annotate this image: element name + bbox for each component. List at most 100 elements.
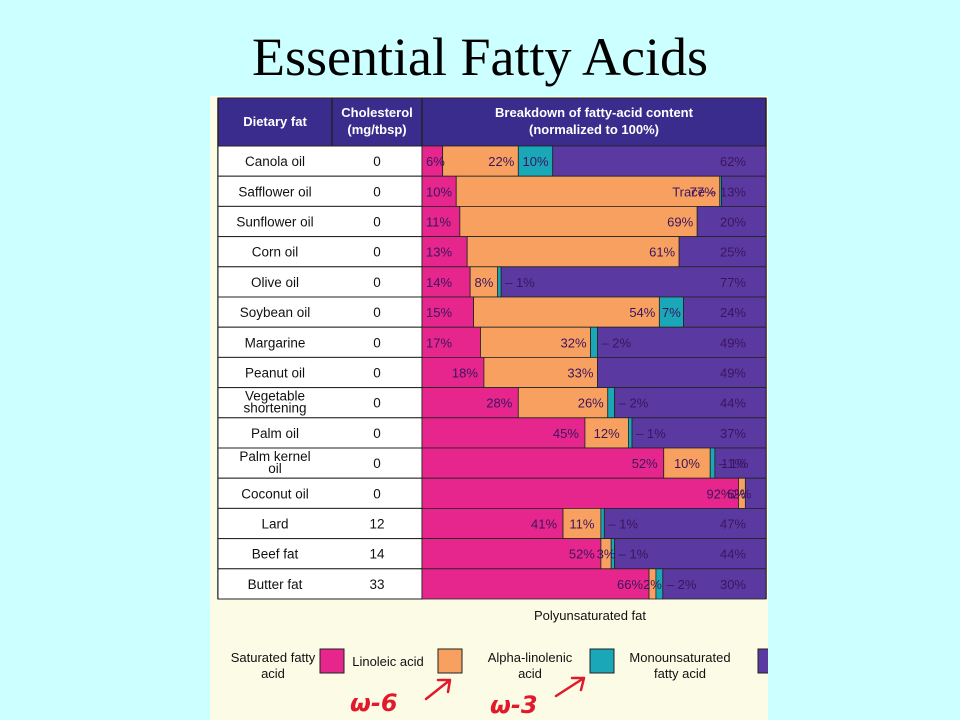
bar-segment <box>603 507 767 539</box>
data-label: – 1% <box>619 547 649 562</box>
data-label: 62% <box>720 154 746 169</box>
header-breakdown-note: (normalized to 100%) <box>529 122 659 137</box>
data-label: 8% <box>475 275 494 290</box>
cholesterol-value: 0 <box>373 366 381 381</box>
bar-segment <box>517 387 609 419</box>
data-label: – 1% <box>505 275 535 290</box>
data-label: 69% <box>667 215 693 230</box>
legend-swatch <box>757 648 768 674</box>
table-row-bg <box>217 175 423 207</box>
cholesterol-value: 0 <box>373 305 381 320</box>
row-label: Safflower oil <box>238 184 311 199</box>
data-label: 22% <box>488 154 514 169</box>
data-label: 37% <box>720 426 746 441</box>
data-label: 54% <box>629 305 655 320</box>
header-breakdown: Breakdown of fatty-acid content <box>495 105 694 120</box>
data-label: 10% <box>523 154 549 169</box>
bar-segment <box>483 356 598 388</box>
row-label: Lard <box>261 517 288 532</box>
data-label: 49% <box>720 366 746 381</box>
bar-segment <box>663 447 711 479</box>
cholesterol-value: 0 <box>373 215 381 230</box>
bar-segment <box>600 507 605 539</box>
bar-segment <box>696 206 767 238</box>
row-label: Sunflower oil <box>236 215 313 230</box>
bar-segment <box>562 507 602 539</box>
cholesterol-value: 33 <box>369 577 384 592</box>
omega-3-annotation: ω-3 <box>490 691 538 719</box>
data-label: 52% <box>569 547 595 562</box>
cholesterol-value: 0 <box>373 184 381 199</box>
legend-label: Alpha-linolenic <box>488 650 573 665</box>
data-label: 12% <box>594 426 620 441</box>
data-label: 13% <box>720 184 746 199</box>
table-row-bg <box>217 477 423 509</box>
bar-segment <box>497 266 502 298</box>
row-label: Beef fat <box>252 547 299 562</box>
data-label: 18% <box>452 366 478 381</box>
table-row-bg <box>217 205 423 238</box>
data-label: 77% <box>690 184 716 199</box>
cholesterol-value: 0 <box>373 396 381 411</box>
chart-panel: Dietary fat Cholesterol (mg/tbsp) Breakdown… <box>210 96 768 720</box>
data-label: 10% <box>426 184 452 199</box>
bar-segment <box>421 417 586 449</box>
bar-segment <box>500 266 767 298</box>
arrow-icon <box>424 678 452 701</box>
table-row-bg <box>217 568 423 600</box>
bar-segment <box>631 417 767 449</box>
table-row-bg <box>217 447 423 479</box>
table-row-bg <box>217 387 423 419</box>
data-label: 3% <box>597 547 616 562</box>
data-label: – 1% <box>608 517 638 532</box>
data-label: 11% <box>569 517 594 532</box>
fatty-acid-chart: Dietary fat Cholesterol (mg/tbsp) Breakdown… <box>217 97 768 719</box>
data-label: – 1% <box>719 456 749 471</box>
legend-swatch <box>319 648 345 674</box>
data-label: 10% <box>674 456 700 471</box>
bar-segment <box>597 356 767 388</box>
bar-segment <box>552 145 767 177</box>
data-label: 47% <box>720 517 746 532</box>
page-title: Essential Fatty Acids <box>252 27 708 87</box>
legend-label: Saturated fatty <box>231 650 316 665</box>
data-label: 41% <box>531 517 557 532</box>
data-label: 52% <box>632 456 658 471</box>
cholesterol-value: 14 <box>369 547 385 562</box>
bar-segment <box>469 266 499 298</box>
legend-label: Linoleic acid <box>352 654 424 669</box>
table-row-bg <box>217 326 423 358</box>
legend-swatch <box>589 648 615 674</box>
row-label: Corn oil <box>252 245 299 260</box>
legend-group-label: Polyunsaturated fat <box>534 608 646 623</box>
bar-segment <box>627 417 633 449</box>
data-label: 13% <box>426 245 452 260</box>
table-row-bg <box>217 266 423 298</box>
omega-6-annotation: ω-6 <box>350 689 398 717</box>
bar-segment <box>421 538 602 570</box>
legend-swatch <box>437 648 463 674</box>
row-label: oil <box>268 461 282 476</box>
data-label: 24% <box>720 305 746 320</box>
table-header-bg <box>217 97 767 147</box>
data-label: – 1% <box>636 426 666 441</box>
table-row-bg <box>217 417 423 449</box>
data-label: 2% <box>733 486 752 501</box>
table-row-bg <box>217 356 423 389</box>
data-label: Trace – <box>672 184 716 199</box>
data-label: 6% <box>727 486 746 501</box>
bar-segment <box>607 387 616 419</box>
bar-segment <box>421 387 519 419</box>
data-label: 28% <box>486 396 512 411</box>
bar-segment <box>709 447 716 479</box>
table-row-bg <box>217 236 423 268</box>
row-label: Butter fat <box>248 577 303 592</box>
data-label: 20% <box>720 215 746 230</box>
data-label: 33% <box>567 366 593 381</box>
data-label: 11% <box>721 456 746 471</box>
header-cholesterol-unit: (mg/tbsp) <box>347 122 406 137</box>
data-label: 17% <box>426 335 452 350</box>
data-label: 30% <box>720 577 746 592</box>
row-label: Margarine <box>245 335 306 350</box>
data-label: 11% <box>426 215 451 230</box>
